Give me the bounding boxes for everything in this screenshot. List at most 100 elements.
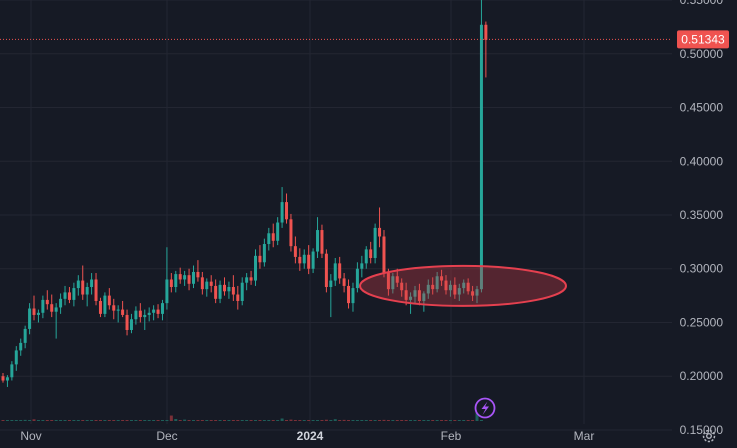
candle-body (209, 281, 213, 286)
candle (462, 279, 466, 294)
candle (152, 305, 156, 321)
volume-bar (448, 420, 452, 421)
candle (156, 304, 160, 319)
candle-body (50, 304, 54, 312)
candle (103, 292, 107, 318)
candle-body (152, 309, 156, 313)
candle (422, 291, 426, 312)
candle-body (165, 279, 169, 304)
volume-bar (426, 420, 430, 421)
volume-bar (333, 419, 337, 421)
volume-bar (320, 420, 324, 421)
candle-body (160, 303, 164, 314)
candle (320, 224, 324, 258)
volume-bar (462, 420, 466, 421)
volume-bar (165, 420, 169, 421)
candle (267, 227, 271, 251)
candle-body (116, 309, 120, 311)
candle-body (218, 284, 222, 299)
volume-bar (76, 420, 80, 421)
volume-bar (245, 420, 249, 421)
volume-bar (391, 420, 395, 421)
candle-body (5, 377, 9, 381)
candle (351, 282, 355, 312)
candle (112, 298, 116, 320)
candle (369, 241, 373, 264)
candle (50, 294, 54, 318)
candle (121, 300, 125, 318)
candle (41, 295, 45, 319)
volume-bar (254, 420, 258, 421)
candle (426, 279, 430, 299)
candle-body (191, 271, 195, 284)
candle-body (143, 314, 147, 318)
candle-body (422, 293, 426, 301)
candle (19, 338, 23, 356)
volume-bar (444, 420, 448, 421)
candle (404, 282, 408, 306)
gear-icon[interactable] (702, 429, 716, 443)
volume-bar (258, 420, 262, 421)
candle-body (214, 285, 218, 299)
candle-body (453, 284, 457, 295)
candle (191, 265, 195, 289)
volume-bar (369, 420, 373, 421)
candle-body (54, 307, 58, 312)
volume-bar (19, 420, 23, 421)
candle (271, 223, 275, 248)
volume-bar (355, 420, 359, 421)
volume-bar (116, 420, 120, 421)
volume-bar (205, 420, 209, 421)
volume-bar (417, 420, 421, 421)
candle (324, 249, 328, 293)
candle (302, 249, 306, 269)
volume-bar (289, 419, 293, 421)
lightning-bolt-icon[interactable] (474, 397, 496, 419)
candle (160, 299, 164, 321)
candle (289, 213, 293, 252)
candle (484, 21, 488, 78)
candle-body (85, 287, 89, 295)
candle (134, 306, 138, 325)
x-axis: Nov Dec 2024 Feb Mar (20, 429, 594, 443)
volume-bar (14, 420, 18, 421)
candle-body (302, 254, 306, 264)
volume-bar (107, 420, 111, 421)
candle-body (382, 236, 386, 274)
candle (1, 372, 5, 383)
candle-body (81, 280, 85, 295)
x-tick-label: Feb (441, 429, 462, 443)
candle-body (417, 290, 421, 301)
candle-body (178, 274, 182, 280)
candle-body (285, 202, 289, 220)
volume-bar (400, 420, 404, 421)
candle (178, 267, 182, 284)
volume-bar (32, 419, 36, 421)
volume-bar (129, 420, 133, 421)
candle-body (471, 291, 475, 296)
x-tick-label: 2024 (297, 429, 324, 443)
candle-body (169, 279, 173, 288)
volume-bar (59, 420, 63, 421)
candle-body (466, 282, 470, 292)
candle-body (200, 277, 204, 290)
candle-body (236, 294, 240, 301)
candle (307, 245, 311, 275)
candle-body (14, 350, 18, 365)
candle (236, 285, 240, 310)
candle (329, 274, 333, 318)
candle-body (67, 292, 71, 300)
candle-body (138, 310, 142, 318)
candle-body (395, 276, 399, 283)
candle (378, 207, 382, 248)
volume-bar (329, 420, 333, 421)
candle-body (36, 312, 40, 315)
candle-body (435, 276, 439, 290)
candle-body (440, 276, 444, 281)
y-tick-label: 0.25000 (680, 315, 724, 329)
candle-body (223, 284, 226, 292)
volume-bar (479, 420, 483, 421)
candle-body (245, 277, 249, 283)
volume-bar (209, 420, 213, 421)
